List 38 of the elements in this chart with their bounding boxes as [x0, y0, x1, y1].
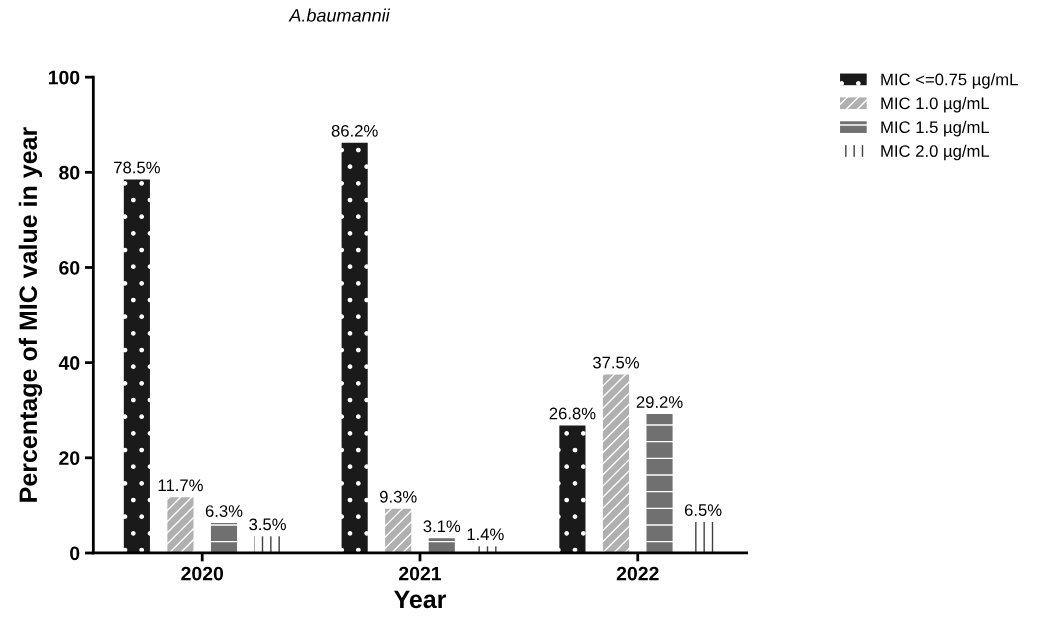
x-tick-label: 2022	[616, 566, 659, 581]
legend-label: MIC 1.0 µg/mL	[881, 97, 990, 113]
data-label: 86.2%	[331, 124, 378, 137]
data-label: 1.4%	[467, 528, 504, 541]
legend-label: MIC <=0.75 µg/mL	[881, 73, 1018, 89]
y-axis-title: Percentage of MIC value in year	[18, 127, 43, 502]
y-tick-label: 40	[58, 356, 80, 370]
bar	[559, 425, 586, 553]
legend-label: MIC 1.5 µg/mL	[881, 120, 990, 137]
bar	[646, 414, 673, 553]
data-label: 29.2%	[636, 396, 683, 408]
data-label: 9.3%	[380, 490, 417, 503]
y-tick-label: 20	[59, 451, 80, 466]
chart-title: A.baumannii	[288, 8, 391, 22]
bar	[602, 374, 630, 553]
x-axis-title: Year	[393, 590, 447, 609]
x-tick-label: 2021	[399, 566, 442, 581]
data-label: 6.3%	[205, 505, 243, 517]
data-label: 78.5%	[114, 161, 160, 174]
bar	[428, 538, 455, 553]
y-tick-label: 0	[70, 546, 80, 561]
bar	[167, 497, 194, 553]
bar	[385, 508, 412, 553]
bar	[254, 536, 281, 553]
x-tick-label: 2020	[181, 566, 224, 581]
bar	[210, 523, 238, 553]
y-tick-label: 60	[59, 260, 80, 275]
y-tick-label: 80	[59, 165, 80, 180]
bar	[341, 142, 368, 553]
data-label: 3.1%	[423, 520, 461, 533]
data-label: 3.5%	[249, 518, 286, 531]
data-label: 11.7%	[158, 479, 203, 492]
data-label: 37.5%	[592, 356, 640, 369]
y-tick-label: 100	[48, 70, 80, 85]
legend-label: MIC 2.0 µg/mL	[881, 144, 990, 161]
bar	[123, 179, 150, 553]
data-label: 6.5%	[684, 504, 722, 516]
data-label: 26.8%	[549, 407, 596, 420]
